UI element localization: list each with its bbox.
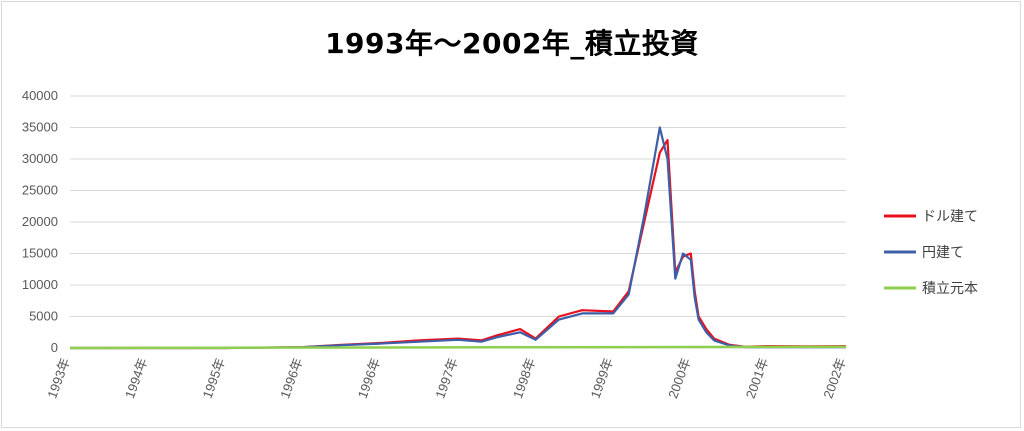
y-tick-label: 20000 [22,214,58,229]
series-line-jpy [70,126,847,350]
y-tick-label: 10000 [22,277,58,292]
legend-label: ドル建て [922,209,978,225]
x-tick-label: 1994年 [122,356,150,401]
y-tick-label: 0 [51,340,58,355]
x-tick-label: 1996年 [355,356,383,401]
x-tick-label: 2000年 [665,356,693,401]
x-tick-label: 1995年 [200,356,228,401]
x-tick-label: 1997年 [432,356,460,401]
y-tick-label: 35000 [22,120,58,135]
y-tick-label: 15000 [22,246,58,261]
x-tick-label: 1998年 [510,356,538,401]
x-tick-label: 2002年 [820,356,848,401]
x-tick-label: 1996年 [277,356,305,401]
series-line-principal [69,345,847,350]
y-tick-label: 30000 [22,151,58,166]
y-tick-label: 5000 [29,309,58,324]
y-tick-label: 40000 [22,88,58,103]
x-tick-label: 2001年 [743,356,771,401]
chart-title: 1993年～2002年_積立投資 [325,27,699,60]
legend-label: 円建て [922,245,964,261]
x-tick-label: 1999年 [588,356,616,401]
legend-label: 積立元本 [922,281,978,297]
y-tick-label: 25000 [22,183,58,198]
x-tick-label: 1993年 [44,356,72,401]
